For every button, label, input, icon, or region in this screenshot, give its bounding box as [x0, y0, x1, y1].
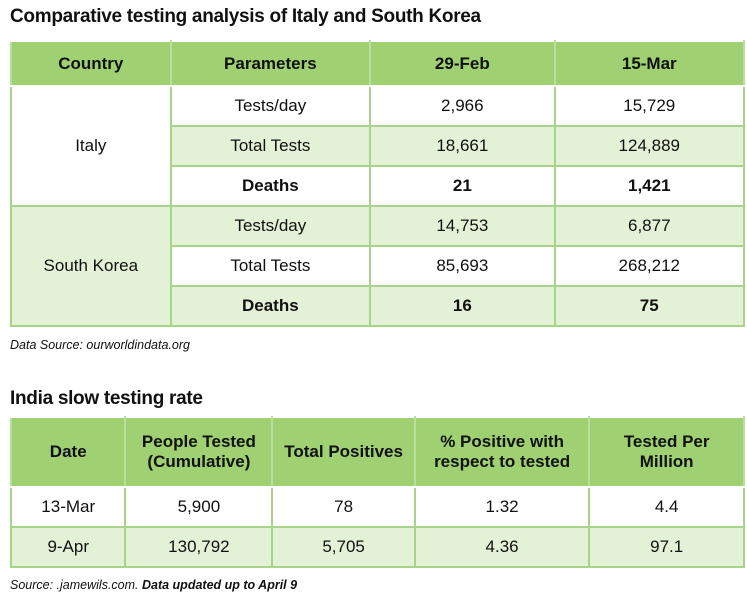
column-header: Tested Per Million — [588, 416, 745, 488]
table-cell: 75 — [553, 285, 746, 327]
table-cell: Tests/day — [169, 85, 372, 127]
india-testing-table: Date People Tested (Cumulative) Total Po… — [9, 416, 745, 568]
table1-source: Data Source: ourworldindata.org — [10, 338, 190, 352]
table-cell: 85,693 — [369, 245, 556, 287]
table-cell: 1.32 — [413, 486, 591, 528]
table-cell: Tests/day — [169, 205, 372, 247]
table-row: Total Tests 18,661 124,889 — [11, 125, 746, 167]
column-header: % Positive with respect to tested — [413, 416, 591, 488]
table-cell: 97.1 — [588, 526, 745, 568]
table-row: South Korea Tests/day 14,753 6,877 — [10, 205, 746, 327]
table-cell: Deaths — [169, 165, 372, 207]
country-cell: South Korea — [10, 205, 172, 327]
table-row: Italy Tests/day 2,966 15,729 — [10, 85, 746, 207]
table1-title: Comparative testing analysis of Italy an… — [10, 6, 481, 27]
table-cell: 21 — [369, 165, 556, 207]
column-header: 15-Mar — [553, 40, 746, 87]
table-row: 9-Apr 130,792 5,705 4.36 97.1 — [9, 526, 745, 568]
table-cell: 124,889 — [553, 125, 746, 167]
country-cell: Italy — [10, 85, 172, 207]
table-row: Total Tests 85,693 268,212 — [11, 245, 746, 287]
table-cell: 15,729 — [553, 85, 746, 127]
table-cell: 5,900 — [124, 486, 274, 528]
column-header: 29-Feb — [369, 40, 556, 87]
table-cell: 18,661 — [369, 125, 556, 167]
column-header: Total Positives — [271, 416, 416, 488]
table-row: Deaths 21 1,421 — [11, 165, 746, 207]
column-header: People Tested (Cumulative) — [124, 416, 274, 488]
table-cell: Total Tests — [169, 125, 372, 167]
column-header: Parameters — [169, 40, 372, 87]
table-cell: Total Tests — [169, 245, 372, 287]
testing-comparison-table: Country Parameters 29-Feb 15-Mar Italy Te… — [10, 40, 746, 327]
table-cell: 14,753 — [369, 205, 556, 247]
table-cell: 9-Apr — [9, 526, 127, 568]
column-header: Date — [9, 416, 127, 488]
table2-source: Source: .jamewils.com. Data updated up t… — [10, 578, 297, 592]
update-note: Data updated up to April 9 — [141, 578, 298, 592]
table-cell: 4.4 — [588, 486, 745, 528]
table-row: 13-Mar 5,900 78 1.32 4.4 — [9, 486, 745, 528]
table-cell: Deaths — [169, 285, 372, 327]
column-header: Country — [10, 40, 172, 87]
table-cell: 4.36 — [413, 526, 591, 568]
source-text: Source: .jamewils.com. — [10, 578, 142, 592]
table-cell: 1,421 — [553, 165, 746, 207]
table-cell: 6,877 — [553, 205, 746, 247]
table-cell: 268,212 — [553, 245, 746, 287]
table-cell: 78 — [271, 486, 416, 528]
table-cell: 16 — [369, 285, 556, 327]
table-cell: 2,966 — [369, 85, 556, 127]
table-row: Deaths 16 75 — [11, 285, 746, 327]
table2-title: India slow testing rate — [10, 388, 203, 409]
table-cell: 13-Mar — [9, 486, 127, 528]
table-cell: 5,705 — [271, 526, 416, 568]
table-cell: 130,792 — [124, 526, 274, 568]
